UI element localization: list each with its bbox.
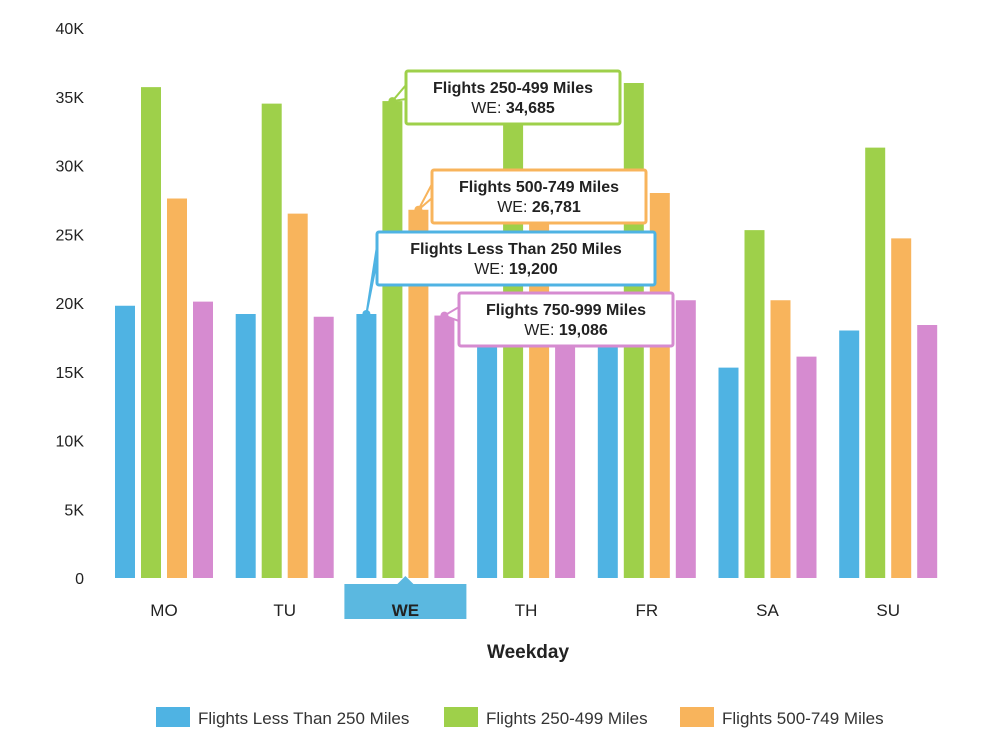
bar-group-su	[839, 147, 938, 579]
legend-swatch	[156, 707, 190, 727]
bar[interactable]	[865, 147, 886, 578]
bar-group-we	[356, 101, 455, 579]
bar[interactable]	[408, 209, 429, 579]
bar-group-mo	[115, 87, 213, 578]
tooltip-value: WE: 19,086	[524, 322, 608, 339]
y-tick-label: 15K	[56, 365, 85, 382]
bar[interactable]	[141, 87, 161, 578]
legend-item[interactable]: Flights 250-499 Miles	[444, 707, 648, 728]
x-axis-title: Weekday	[487, 642, 569, 663]
tooltip-value-number: 26,781	[532, 199, 581, 216]
bar[interactable]	[675, 300, 696, 578]
x-tick-label[interactable]: TU	[273, 601, 296, 620]
tooltip-anchor-dot	[388, 97, 397, 106]
x-tick-label[interactable]: WE	[392, 601, 419, 620]
bar[interactable]	[235, 314, 256, 578]
tooltip-value: WE: 26,781	[497, 199, 581, 216]
tooltip-value: WE: 34,685	[471, 100, 555, 117]
legend-swatch	[680, 707, 714, 727]
bar[interactable]	[649, 193, 670, 578]
tooltip-value-prefix: WE:	[524, 322, 559, 339]
y-tick-label: 35K	[56, 90, 85, 107]
bar[interactable]	[891, 238, 912, 578]
bar[interactable]	[770, 300, 791, 578]
y-tick-label: 0	[75, 571, 84, 588]
tooltips: Flights 250-499 Miles WE: 34,685 Flights 5…	[362, 69, 675, 348]
tooltip-value-number: 34,685	[506, 100, 555, 117]
bar[interactable]	[917, 325, 938, 578]
bar[interactable]	[597, 336, 618, 578]
tooltip-anchor-dot	[414, 205, 423, 214]
bar[interactable]	[434, 315, 455, 578]
y-tick-label: 10K	[56, 434, 85, 451]
x-tick-label[interactable]: TH	[515, 601, 538, 620]
bar[interactable]	[356, 314, 377, 578]
tooltip-pointer	[417, 183, 433, 211]
tooltip-box	[430, 168, 648, 225]
bar[interactable]	[477, 330, 498, 579]
bar[interactable]	[261, 103, 282, 578]
x-axis: MO TU WE TH FR SA SU	[150, 601, 900, 620]
bar[interactable]	[287, 213, 308, 578]
bar-group-tu	[235, 103, 334, 578]
bar[interactable]	[193, 301, 213, 578]
bar[interactable]	[796, 356, 817, 578]
legend-label: Flights Less Than 250 Miles	[198, 709, 409, 728]
tooltip: Flights 750-999 Miles WE: 19,086	[440, 291, 675, 348]
tooltip-anchor-dot	[362, 310, 371, 318]
category-highlight	[344, 576, 467, 619]
bar[interactable]	[167, 198, 187, 579]
bar[interactable]	[382, 101, 403, 579]
tooltip-title: Flights 500-749 Miles	[459, 179, 619, 196]
tooltip-value-number: 19,200	[509, 261, 558, 278]
y-tick-label: 20K	[56, 296, 85, 313]
bar[interactable]	[115, 305, 135, 578]
highlight-pointer	[397, 576, 414, 584]
legend: Flights Less Than 250 Miles Flights 250-4…	[156, 707, 884, 728]
tooltip-value-number: 19,086	[559, 322, 608, 339]
tooltip-box	[375, 230, 657, 287]
y-tick-label: 40K	[56, 21, 85, 38]
tooltip-value-prefix: WE:	[471, 100, 506, 117]
tooltip-box	[457, 291, 675, 348]
tooltip-value-prefix: WE:	[474, 261, 509, 278]
bar[interactable]	[555, 323, 576, 578]
legend-swatch	[444, 707, 478, 727]
tooltip: Flights Less Than 250 Miles WE: 19,200	[362, 230, 657, 318]
bar-group-sa	[718, 230, 817, 578]
tooltip-value: WE: 19,200	[474, 261, 558, 278]
tooltip-value-prefix: WE:	[497, 199, 532, 216]
bar[interactable]	[744, 230, 765, 578]
x-tick-label[interactable]: SA	[756, 601, 779, 620]
bar[interactable]	[718, 367, 739, 578]
legend-item[interactable]: Flights 500-749 Miles	[680, 707, 884, 728]
x-tick-label[interactable]: FR	[635, 601, 658, 620]
bars	[115, 83, 938, 579]
tooltip-box	[404, 69, 622, 126]
legend-item[interactable]: Flights Less Than 250 Miles	[156, 707, 409, 728]
legend-label: Flights 500-749 Miles	[722, 709, 884, 728]
tooltip-anchor-dot	[440, 311, 449, 320]
highlight-tab	[344, 584, 467, 619]
y-tick-label: 25K	[56, 227, 85, 244]
bar[interactable]	[839, 330, 860, 579]
y-tick-label: 5K	[64, 502, 84, 519]
tooltip-title: Flights Less Than 250 Miles	[410, 241, 622, 258]
x-tick-label[interactable]: SU	[876, 601, 900, 620]
tooltip-pointer	[365, 245, 378, 315]
tooltip: Flights 250-499 Miles WE: 34,685	[388, 69, 622, 126]
x-tick-label[interactable]: MO	[150, 601, 177, 620]
tooltip-title: Flights 750-999 Miles	[486, 302, 646, 319]
y-tick-label: 30K	[56, 159, 85, 176]
legend-label: Flights 250-499 Miles	[486, 709, 648, 728]
tooltip-title: Flights 250-499 Miles	[433, 80, 593, 97]
bar[interactable]	[313, 316, 334, 578]
y-axis: 0 5K 10K 15K 20K 25K 30K 35K 40K	[56, 21, 85, 588]
tooltip: Flights 500-749 Miles WE: 26,781	[414, 168, 648, 225]
